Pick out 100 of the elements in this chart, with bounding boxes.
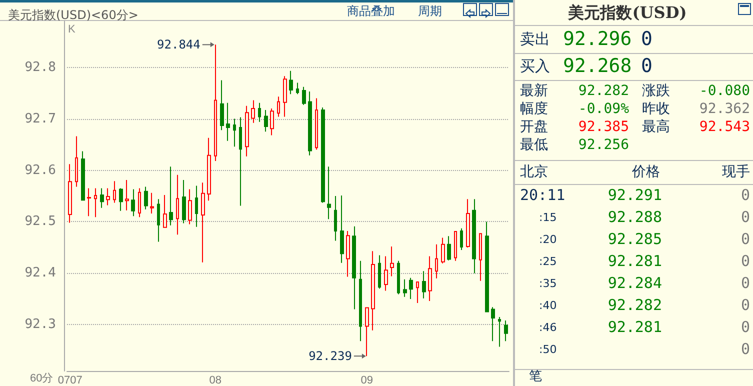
text: 92.281 xyxy=(608,318,662,336)
text: 92.285 xyxy=(608,230,662,248)
candlestick xyxy=(207,137,211,202)
candlestick xyxy=(334,196,337,242)
candlestick xyxy=(131,188,135,217)
text: :35 xyxy=(539,276,557,290)
text: 92.543 xyxy=(699,119,750,136)
text: 0 xyxy=(740,318,750,336)
text: 最高 xyxy=(642,119,670,136)
candlestick xyxy=(233,118,236,148)
candlestick xyxy=(479,233,482,282)
text: 商品叠加 xyxy=(347,4,395,18)
text: :25 xyxy=(539,254,557,268)
candlestick xyxy=(277,96,280,118)
candlestick xyxy=(422,270,426,299)
candlestick xyxy=(258,102,261,122)
candlestick xyxy=(428,256,432,302)
candlestick xyxy=(163,194,167,228)
candlestick xyxy=(289,70,293,95)
text: 92.362 xyxy=(699,101,750,118)
x-tick-label: 09 xyxy=(360,374,374,386)
candlestick xyxy=(157,198,160,242)
y-tick-label: 92.6 xyxy=(24,162,56,178)
candlestick xyxy=(384,256,388,292)
candlestick xyxy=(359,260,362,342)
text: 价格 xyxy=(631,164,661,180)
candlestick xyxy=(435,244,438,279)
text: -0.09% xyxy=(578,101,629,118)
text: 92.282 xyxy=(578,83,629,100)
text: 0 xyxy=(740,208,750,226)
text: 92.288 xyxy=(608,208,662,226)
x-tick-label: 0707 xyxy=(58,374,82,386)
candlestick xyxy=(447,236,451,261)
text: :40 xyxy=(539,298,557,312)
candlestick xyxy=(182,180,186,224)
x-axis-title: 60分 xyxy=(30,372,54,384)
candlestick xyxy=(498,316,501,348)
text: 现手 xyxy=(722,164,750,180)
candlestick xyxy=(176,174,179,236)
y-tick-label: 92.7 xyxy=(24,111,56,126)
text: 0 xyxy=(641,28,652,50)
text: 0 xyxy=(740,252,750,270)
text: :50 xyxy=(539,342,557,356)
candlestick xyxy=(283,76,287,118)
text: 周期 xyxy=(418,4,442,18)
candlestick xyxy=(144,186,148,210)
candlestick xyxy=(195,185,198,228)
text: 0 xyxy=(641,54,652,77)
candlestick xyxy=(150,192,154,214)
text: -0.080 xyxy=(699,83,750,100)
text: 最新 xyxy=(520,83,548,100)
candlestick xyxy=(106,188,110,206)
candlestick xyxy=(100,188,104,208)
candlestick xyxy=(409,277,413,300)
text: 昨收 xyxy=(642,101,670,118)
candlestick xyxy=(327,166,331,220)
candlestick xyxy=(441,237,445,264)
candlestick xyxy=(321,106,325,204)
candlestick xyxy=(214,44,217,162)
x-tick-label: 08 xyxy=(209,374,222,386)
candlestick xyxy=(416,281,419,304)
candlestick xyxy=(119,188,123,212)
candlestick xyxy=(352,226,356,310)
candlestick xyxy=(81,150,85,202)
y-tick-label: 92.8 xyxy=(24,60,56,75)
text: 20:11 xyxy=(520,186,566,204)
candlestick xyxy=(371,250,375,331)
text: 美元指数(USD) xyxy=(566,3,688,22)
text: :20 xyxy=(539,232,557,246)
annotation: 92.239 xyxy=(308,349,352,364)
text: 幅度 xyxy=(520,101,548,118)
candlestick xyxy=(251,100,255,124)
candlestick xyxy=(296,82,299,95)
candlestick xyxy=(226,102,230,142)
candlestick xyxy=(245,105,249,157)
candlestick xyxy=(308,91,312,156)
y-tick-label: 92.5 xyxy=(24,214,56,230)
text: 最低 xyxy=(520,137,548,154)
text: 0 xyxy=(740,186,750,204)
candlestick xyxy=(472,198,476,274)
text: 92.256 xyxy=(578,137,629,154)
y-tick-label: 92.3 xyxy=(24,317,56,332)
candlestick xyxy=(397,260,400,295)
candlestick xyxy=(201,182,205,263)
y-tick-label: 92.4 xyxy=(24,266,56,281)
candlestick xyxy=(346,230,350,278)
text: 0 xyxy=(740,340,750,358)
text: 0 xyxy=(740,230,750,248)
text: 0 xyxy=(740,274,750,292)
candlestick xyxy=(125,180,129,211)
candlestick xyxy=(188,188,192,225)
text: 92.296 xyxy=(563,28,632,50)
annotation: 92.844 xyxy=(157,38,200,52)
text: :15 xyxy=(539,210,557,224)
text: 92.291 xyxy=(608,186,662,204)
candlestick xyxy=(390,246,394,277)
text: 92.281 xyxy=(608,252,662,270)
annotation: K xyxy=(68,24,76,36)
candlestick xyxy=(460,228,463,251)
candlestick xyxy=(220,80,224,131)
